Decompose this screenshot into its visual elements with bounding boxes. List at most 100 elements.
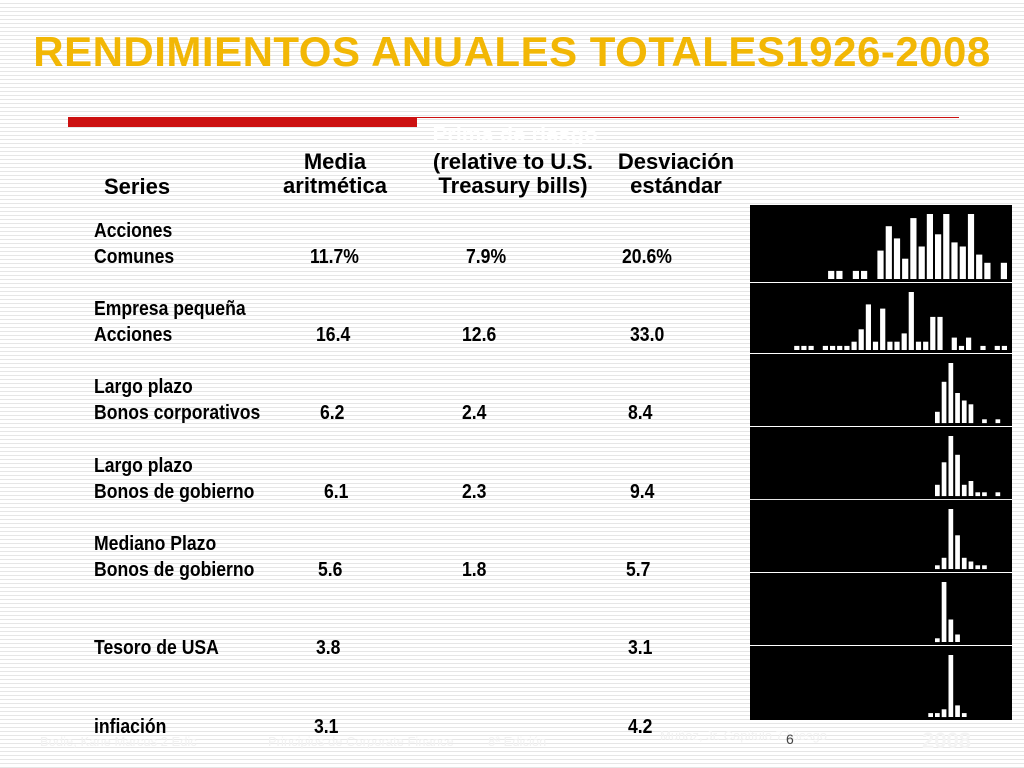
row-5-name-line2: Bonos de gobierno: [94, 559, 255, 581]
histogram-bar: [893, 238, 901, 279]
histogram-panel-1: [750, 205, 1012, 282]
histogram-bar: [995, 492, 1001, 497]
row-5-name-line1: Mediano Plazo: [94, 533, 217, 555]
histogram-bar: [935, 565, 940, 570]
histogram-bar: [948, 436, 954, 496]
histogram-bar: [941, 582, 947, 642]
histogram-bar: [995, 419, 1001, 424]
histogram-panel-4: [750, 427, 1012, 499]
row-3-sd: 8.4: [628, 402, 653, 424]
histogram-bar: [955, 454, 960, 497]
row-1-mean: 11.7%: [310, 246, 359, 268]
histogram-svg-5: [935, 509, 987, 570]
histogram-bar: [967, 214, 975, 279]
histogram-bar: [948, 619, 954, 642]
row-4-premium: 2.3: [462, 481, 487, 503]
histogram-bar: [926, 214, 933, 279]
histogram-bar: [915, 341, 922, 350]
row-4-name-line2: Bonos de gobierno: [94, 481, 255, 503]
histogram-bar: [966, 337, 972, 350]
histogram-bar: [935, 234, 942, 279]
row-3-name-line2: Bonos corporativos: [94, 402, 261, 424]
histogram-bar: [801, 345, 807, 350]
histogram-svg-6: [935, 582, 960, 643]
histogram-bar: [930, 316, 936, 350]
histogram-panel-5: [750, 500, 1012, 572]
row-4-mean: 6.1: [324, 481, 349, 503]
histogram-bar: [968, 481, 974, 496]
histogram-bar: [961, 400, 967, 423]
histogram-bar: [941, 709, 947, 718]
histogram-bar: [901, 333, 907, 350]
histogram-bar: [976, 254, 983, 279]
histogram-panel-2: [750, 283, 1012, 353]
histogram-bar: [844, 345, 850, 350]
row-5-mean: 5.6: [318, 559, 343, 581]
row-2-sd: 33.0: [630, 324, 665, 346]
histogram-bar: [955, 705, 960, 717]
slide-title: RENDIMIENTOS ANUALES TOTALES1926-2008: [33, 28, 991, 75]
histogram-panel-6: [750, 573, 1012, 645]
histogram-bar: [984, 262, 991, 280]
histogram-bar: [948, 655, 954, 717]
histogram-panel-7: [750, 646, 1012, 720]
footer-brand: 2008: [922, 728, 971, 753]
row-4-name-line1: Largo plazo: [94, 455, 193, 477]
row-1-sd: 20.6%: [622, 246, 672, 268]
premium-header-top: Prima de riesgo: [432, 122, 598, 147]
histogram-bar: [943, 214, 950, 279]
premium-header-line2: Treasury bills): [438, 173, 588, 198]
histogram-bar: [828, 270, 835, 279]
histogram-bar: [794, 345, 800, 350]
histogram-bar: [880, 308, 886, 350]
row-2-mean: 16.4: [316, 324, 351, 346]
row-5-premium: 1.8: [462, 559, 487, 581]
histogram-bar: [982, 492, 987, 497]
mean-header: Media aritmética: [265, 150, 405, 198]
histogram-bar: [852, 270, 859, 279]
row-1-premium: 7.9%: [466, 246, 507, 268]
footer-left: Bodie, Kane Marcus 2 Edic: [40, 734, 197, 749]
histogram-svg-7: [928, 655, 967, 718]
row-6-sd: 3.1: [628, 637, 653, 659]
histogram-bar: [822, 345, 828, 350]
mean-header-line2: aritmética: [283, 173, 387, 198]
row-1-name-line1: Acciones: [94, 220, 173, 242]
histogram-bar: [955, 535, 960, 570]
title-accent-line: [417, 117, 959, 118]
histogram-bar: [935, 713, 940, 717]
sd-header-line2: estándar: [630, 173, 722, 198]
footer-mid2: 8ª Edición: [488, 734, 547, 749]
histogram-bar: [902, 258, 909, 279]
page-number: 6: [786, 731, 794, 747]
histogram-bar: [877, 250, 884, 279]
histogram-bar: [961, 557, 967, 570]
histogram-svg-4: [935, 436, 1001, 497]
row-3-mean: 6.2: [320, 402, 345, 424]
histogram-bar: [948, 509, 954, 569]
premium-header: (relative to U.S. Treasury bills): [418, 150, 608, 198]
row-1-name-line2: Comunes: [94, 246, 175, 268]
histogram-bar: [851, 341, 857, 350]
row-2-name-line2: Acciones: [94, 324, 173, 346]
histogram-bar: [808, 345, 814, 350]
histogram-bar: [941, 462, 947, 497]
histogram-svg-2: [794, 292, 1007, 350]
histogram-bar: [968, 561, 974, 569]
histogram-bar: [1001, 345, 1007, 350]
histogram-bar: [910, 218, 917, 279]
histogram-panel-3: [750, 354, 1012, 426]
histogram-bar: [951, 242, 958, 279]
footer-right: Muñoz, Jr. Capítulo 7 Riesgo: [660, 728, 827, 743]
histogram-bar: [887, 341, 893, 350]
sd-header-line1: Desviación: [617, 149, 735, 174]
histogram-svg-3: [935, 363, 1001, 424]
series-header: Series: [104, 174, 171, 199]
histogram-bar: [865, 304, 871, 350]
title-accent-bar: [68, 117, 417, 127]
row-6-mean: 3.8: [316, 637, 341, 659]
histogram-bar: [941, 381, 947, 424]
sd-header: Desviación estándar: [606, 150, 746, 198]
histogram-bar: [908, 292, 914, 350]
row-4-sd: 9.4: [630, 481, 655, 503]
